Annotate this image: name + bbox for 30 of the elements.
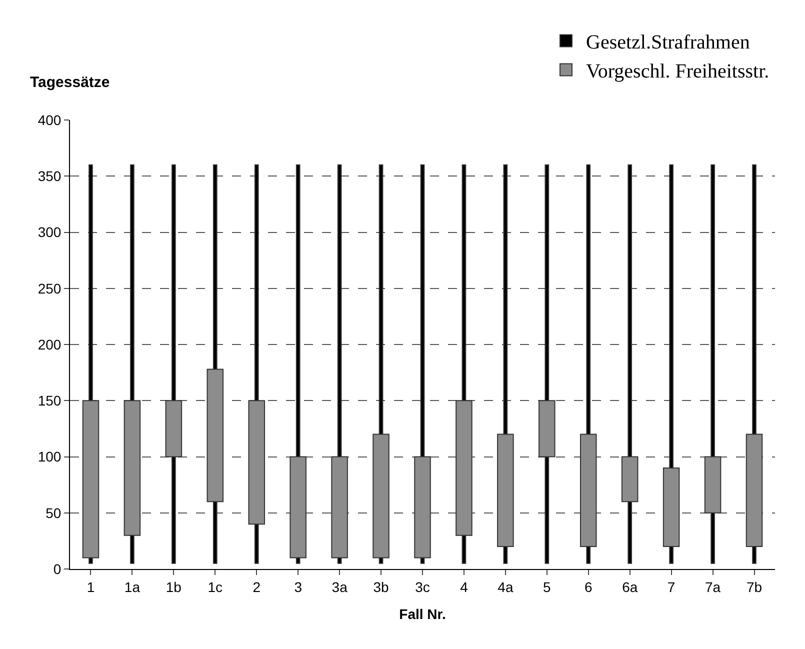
x-tick-label: 3 — [294, 578, 302, 595]
x-tick-label: 6a — [622, 578, 638, 595]
y-tick-label: 0 — [53, 560, 62, 577]
x-tick-label: 1b — [166, 578, 182, 595]
y-tick-label: 200 — [38, 336, 62, 352]
x-tick-label: 1 — [86, 578, 95, 595]
legend-label: Vorgeschl. Freiheitsstr. — [586, 60, 770, 83]
x-tick-label: 2 — [252, 578, 261, 595]
x-tick-label: 3a — [332, 578, 348, 595]
x-tick-label: 3b — [373, 578, 390, 595]
x-tick-label: 5 — [543, 578, 552, 595]
x-tick-label: 7 — [667, 578, 676, 595]
x-axis-title: Fall Nr. — [399, 606, 446, 622]
x-tick-label: 7a — [705, 578, 721, 595]
y-tick-label: 50 — [46, 504, 62, 521]
x-tick-label: 6 — [584, 578, 592, 595]
y-tick-label: 300 — [38, 224, 62, 240]
x-tick-label: 3c — [415, 578, 430, 595]
x-tick-label: 7b — [746, 578, 762, 595]
legend-label: Gesetzl.Strafrahmen — [586, 32, 750, 54]
y-tick-label: 250 — [38, 280, 62, 296]
y-tick-label: 350 — [38, 168, 62, 184]
x-tick-label: 1a — [124, 578, 140, 595]
y-tick-label: 100 — [38, 448, 62, 465]
y-tick-label: 150 — [38, 392, 62, 409]
y-tick-label: 400 — [38, 112, 62, 128]
y-axis-title: Tagessätze — [30, 74, 110, 91]
x-tick-label: 1c — [208, 578, 223, 595]
x-tick-label: 4 — [460, 578, 468, 595]
x-tick-label: 4a — [498, 578, 514, 595]
